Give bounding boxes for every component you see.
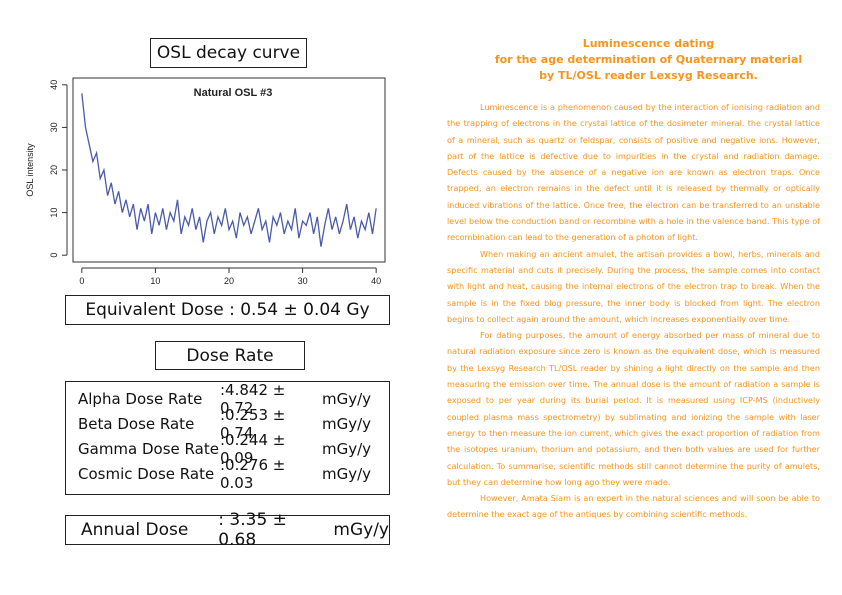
y-tick-label: 40 (49, 80, 59, 90)
dose-rate-row: Beta Dose Rate :0.253 ± 0.74 mGy/y (78, 406, 389, 442)
equivalent-dose-label: Equivalent Dose (85, 300, 224, 320)
dose-rate-row: Cosmic Dose Rate :0.276 ± 0.03 mGy/y (78, 456, 389, 492)
article: Luminescence dating for the age determina… (447, 36, 820, 523)
dose-rate-value: :0.253 ± 0.74 (220, 405, 286, 442)
x-tick-label: 0 (79, 276, 84, 286)
osl-chart: Natural OSL #3 OSL intensity 0 10 20 30 40 0 1… (25, 77, 386, 286)
x-tick-label: 20 (224, 276, 234, 286)
x-tick-label: 40 (371, 276, 381, 286)
y-tick-label: 20 (49, 165, 59, 175)
y-tick-label: 10 (49, 208, 59, 218)
dose-rate-unit: mGy/y (322, 414, 372, 433)
dose-rate-table: Alpha Dose Rate:4.842 ± 0.72 mGy/y Beta Do… (65, 381, 390, 495)
dose-rate-value: :4.842 ± 0.72 (220, 380, 286, 417)
dose-rate-unit: mGy/y (322, 439, 372, 458)
osl-title-box: OSL decay curve (150, 38, 307, 68)
annual-dose-label: Annual Dose (81, 520, 189, 540)
chart-title: Natural OSL #3 (194, 87, 273, 99)
heading-line: for the age determination of Quaternary … (494, 53, 803, 66)
article-body: Luminescence is a phenomenon caused by t… (447, 99, 820, 523)
article-heading: Luminescence dating for the age determina… (477, 36, 820, 84)
dose-rate-label: Alpha Dose Rate (78, 389, 203, 408)
dose-rate-row: Alpha Dose Rate :4.842 ± 0.72 mGy/y (78, 381, 389, 417)
dose-rate-value: :0.276 ± 0.03 (220, 455, 286, 492)
y-axis-label: OSL intensity (25, 143, 35, 197)
dose-rate-unit: mGy/y (322, 389, 372, 408)
dose-rate-title-box: Dose Rate (155, 341, 305, 370)
dose-rate-row: Gamma Dose Rate:0.244 ± 0.09 mGy/y (78, 431, 389, 467)
y-tick-label: 30 (49, 122, 59, 132)
paragraph: Luminescence is a phenomenon caused by t… (447, 102, 820, 243)
paragraph: When making an ancient amulet, the artis… (447, 248, 820, 324)
annual-dose-value: : 3.35 ± 0.68 (218, 510, 287, 550)
x-tick-label: 10 (150, 276, 160, 286)
dose-rate-label: Beta Dose Rate (78, 414, 195, 433)
dose-rate-label: Gamma Dose Rate (78, 439, 219, 458)
paragraph: However, Amata Siam is an expert in the … (447, 493, 820, 520)
x-tick-label: 30 (298, 276, 308, 286)
dose-rate-label: Cosmic Dose Rate (78, 464, 215, 483)
equivalent-dose-value: : 0.54 ± 0.04 Gy (229, 300, 370, 320)
equivalent-dose-box: Equivalent Dose : 0.54 ± 0.04 Gy (65, 295, 390, 325)
y-tick-label: 0 (49, 253, 59, 258)
osl-line (81, 93, 377, 247)
osl-title: OSL decay curve (156, 43, 301, 63)
plot-box (72, 77, 386, 263)
annual-dose-unit: mGy/y (333, 520, 389, 540)
dose-rate-title: Dose Rate (186, 345, 274, 366)
dose-rate-value: :0.244 ± 0.09 (220, 430, 286, 467)
heading-line: by TL/OSL reader Lexsyg Research. (539, 69, 758, 82)
annual-dose-box: Annual Dose : 3.35 ± 0.68 mGy/y (65, 510, 390, 550)
paragraph: For dating purposes, the amount of energ… (447, 330, 820, 487)
dose-rate-unit: mGy/y (322, 464, 372, 483)
heading-line: Luminescence dating (582, 37, 715, 50)
